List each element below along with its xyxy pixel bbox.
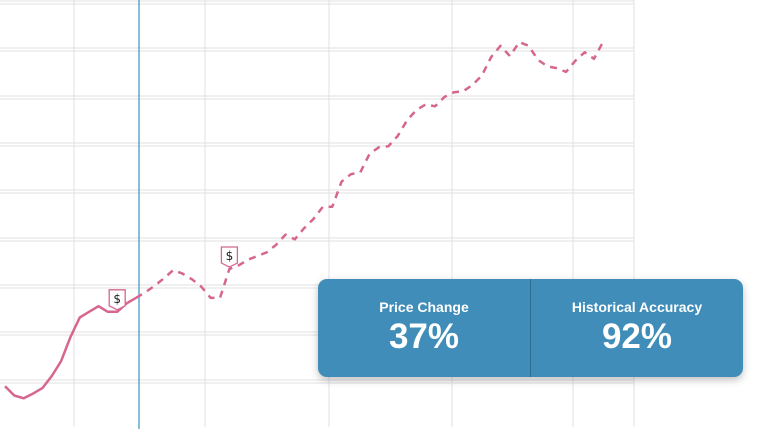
- price-change-value: 37%: [388, 317, 460, 356]
- dollar-marker-label: $: [113, 292, 121, 306]
- price-change-stat: Price Change 37%: [318, 279, 530, 377]
- marker-layer: $$: [108, 246, 239, 311]
- price-line: [4, 296, 137, 400]
- historical-accuracy-value: 92%: [601, 317, 673, 356]
- dollar-marker-icon[interactable]: $: [220, 246, 239, 268]
- forecast-line: [135, 40, 605, 300]
- price-change-label: Price Change: [379, 299, 469, 315]
- dollar-marker-label: $: [226, 249, 234, 263]
- historical-accuracy-stat: Historical Accuracy 92%: [530, 279, 743, 377]
- stats-card: Price Change 37% Historical Accuracy 92%: [318, 279, 743, 377]
- series-layer: [4, 40, 605, 400]
- dollar-marker-icon[interactable]: $: [108, 289, 126, 311]
- historical-accuracy-label: Historical Accuracy: [571, 299, 703, 315]
